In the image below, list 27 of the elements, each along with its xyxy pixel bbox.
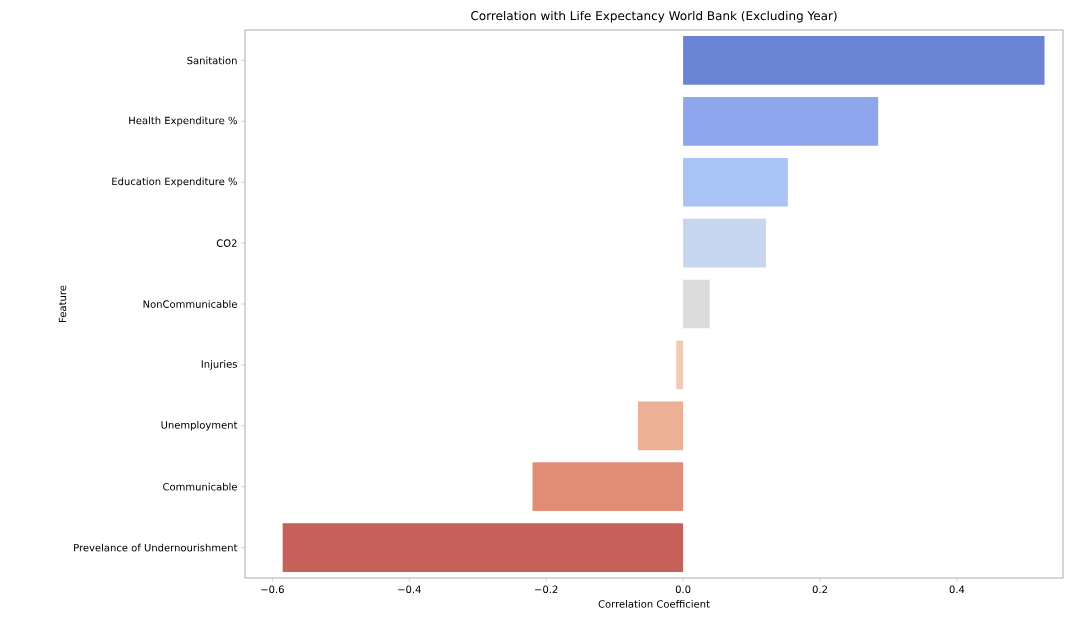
y-tick-label: Sanitation bbox=[187, 56, 237, 65]
bar bbox=[683, 96, 879, 146]
x-axis-title: Correlation Coefficient bbox=[598, 599, 710, 608]
chart-title: Correlation with Life Expectancy World Bank (Excluding Year) bbox=[471, 10, 837, 23]
x-tick-label: 0.0 bbox=[675, 585, 691, 594]
x-tick-label: −0.2 bbox=[535, 585, 558, 594]
bar bbox=[683, 36, 1045, 85]
x-tick-label: −0.6 bbox=[261, 585, 284, 594]
bar bbox=[637, 401, 684, 451]
y-tick-label: Communicable bbox=[163, 482, 237, 491]
x-tick-label: 0.4 bbox=[949, 585, 965, 594]
y-tick-label: Unemployment bbox=[161, 420, 238, 431]
y-tick-label: Health Expenditure % bbox=[129, 116, 237, 127]
y-axis-title: Feature bbox=[58, 285, 67, 322]
x-tick-label: 0.2 bbox=[812, 585, 827, 594]
y-tick-label: Prevelance of Undernourishment bbox=[74, 543, 238, 552]
y-tick-label: Education Expenditure % bbox=[112, 177, 237, 188]
x-tick-label: −0.4 bbox=[398, 585, 421, 594]
bar bbox=[683, 157, 788, 207]
bar bbox=[683, 279, 710, 329]
bar bbox=[282, 523, 684, 572]
y-tick-label: Injuries bbox=[201, 360, 237, 370]
bar bbox=[683, 218, 766, 268]
y-tick-label: CO2 bbox=[216, 239, 237, 247]
bar bbox=[676, 340, 684, 390]
bar bbox=[532, 462, 684, 512]
y-tick-label: NonCommunicable bbox=[143, 300, 237, 308]
